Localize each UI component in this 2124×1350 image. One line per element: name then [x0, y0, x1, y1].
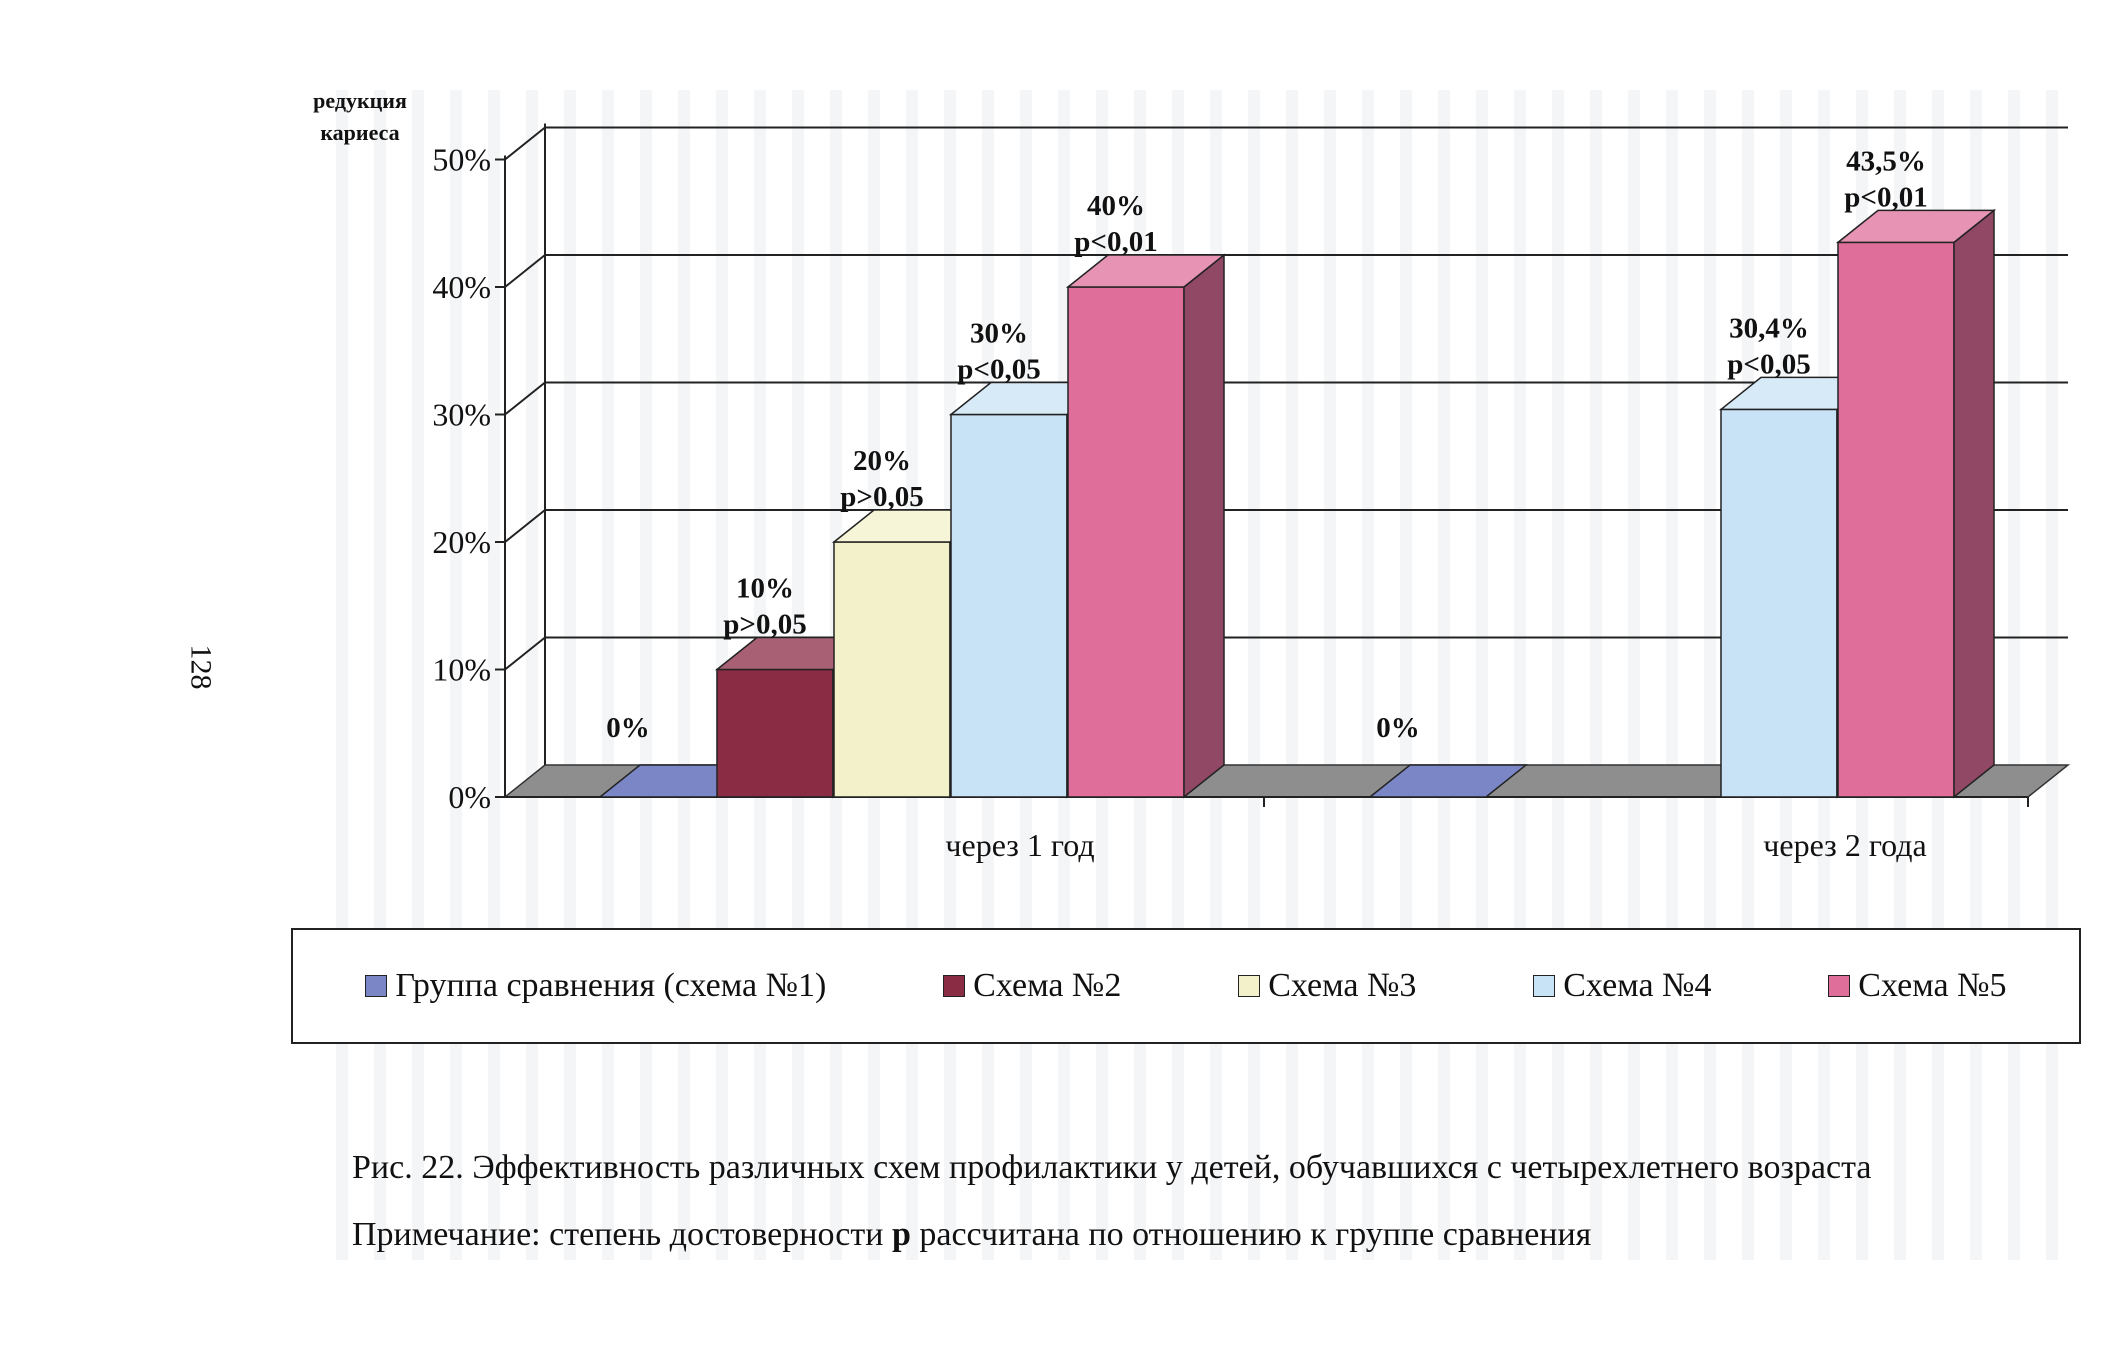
note-text-start: Примечание: степень достоверности	[352, 1216, 892, 1253]
y-axis-title: редукция	[313, 88, 407, 113]
y-tick-label: 0%	[448, 779, 491, 815]
bar-value-label: 0%	[1376, 712, 1420, 744]
legend-item-scheme-4: Схема №4	[1533, 967, 1711, 1005]
bar-chart: 0% 10% 20% 30% 40% 50% редукция кариеса через 1 …	[313, 88, 2071, 863]
chart-legend: Группа сравнения (схема №1) Схема №2 Схе…	[291, 928, 2081, 1044]
y-tick-label: 50%	[432, 142, 491, 178]
bar-front	[1720, 408, 1838, 798]
bar-side	[1183, 253, 1225, 799]
bar-pvalue-label: р>0,05	[723, 609, 806, 641]
figure-note: Примечание: степень достоверности р расс…	[352, 1215, 2052, 1255]
legend-swatch-scheme-4	[1533, 975, 1556, 997]
bar-pvalue-label: р<0,05	[957, 354, 1040, 386]
legend-swatch-scheme-5	[1828, 975, 1851, 997]
note-p-symbol: р	[891, 1216, 911, 1253]
bar-value-label: 30%	[970, 318, 1028, 350]
bar-top	[1065, 254, 1227, 288]
legend-swatch-scheme-1	[365, 975, 388, 997]
y-tick-label: 30%	[432, 397, 491, 433]
bar-value-label: 0%	[606, 712, 650, 744]
y-tick-label: 10%	[432, 652, 491, 688]
gridline-depth	[504, 126, 546, 161]
note-text-end: рассчитана по отношению к группе сравнен…	[910, 1216, 1592, 1253]
figure-caption: Рис. 22. Эффективность различных схем пр…	[352, 1149, 1872, 1186]
legend-item-scheme-3: Схема №3	[1238, 967, 1416, 1005]
bar-pvalue-label: р>0,05	[840, 481, 923, 513]
legend-item-scheme-2: Схема №2	[943, 967, 1121, 1005]
bar-zero	[1367, 764, 1529, 798]
legend-label-scheme-5: Схема №5	[1858, 967, 2007, 1004]
legend-item-scheme-1: Группа сравнения (схема №1)	[365, 967, 826, 1005]
bar-value-label: 10%	[736, 573, 794, 605]
bar-top	[1835, 209, 1997, 244]
legend-label-scheme-1: Группа сравнения (схема №1)	[395, 967, 827, 1004]
bar-value-label: 30,4%	[1729, 312, 1809, 344]
bar-pvalue-label: р<0,01	[1074, 226, 1157, 258]
legend-item-scheme-5: Схема №5	[1828, 967, 2007, 1005]
legend-swatch-scheme-3	[1238, 975, 1261, 997]
bar-front	[716, 668, 834, 798]
legend-label-scheme-2: Схема №2	[973, 967, 1122, 1004]
bar-pvalue-label: р<0,05	[1727, 348, 1810, 380]
x-category-label: через 2 года	[1763, 827, 1926, 863]
bar-value-label: 40%	[1087, 190, 1145, 222]
legend-label-scheme-4: Схема №4	[1563, 967, 1712, 1004]
y-axis-title: кариеса	[320, 120, 399, 145]
bar-value-label: 43,5%	[1846, 145, 1926, 177]
gridline-depth	[504, 636, 546, 671]
gridline-depth	[504, 509, 546, 543]
bar-side	[1953, 208, 1995, 799]
bar-front	[833, 541, 951, 798]
bar-value-label: 20%	[853, 445, 911, 477]
chart-labels: 0% 10% 20% 30% 40% 50% редукция кариеса через 1 …	[313, 88, 1928, 863]
legend-swatch-scheme-2	[943, 975, 966, 997]
y-tick-label: 40%	[432, 269, 491, 305]
y-tick-label: 20%	[432, 524, 491, 560]
chart-bars	[597, 208, 1997, 799]
bar-front	[950, 413, 1068, 798]
x-category-label: через 1 год	[945, 827, 1094, 863]
legend-label-scheme-3: Схема №3	[1268, 967, 1417, 1004]
gridline-depth	[504, 254, 546, 288]
bar-pvalue-label: р<0,01	[1844, 181, 1927, 213]
bar-front	[1067, 286, 1185, 798]
bar-front	[1837, 241, 1955, 798]
gridline-depth	[504, 381, 546, 416]
